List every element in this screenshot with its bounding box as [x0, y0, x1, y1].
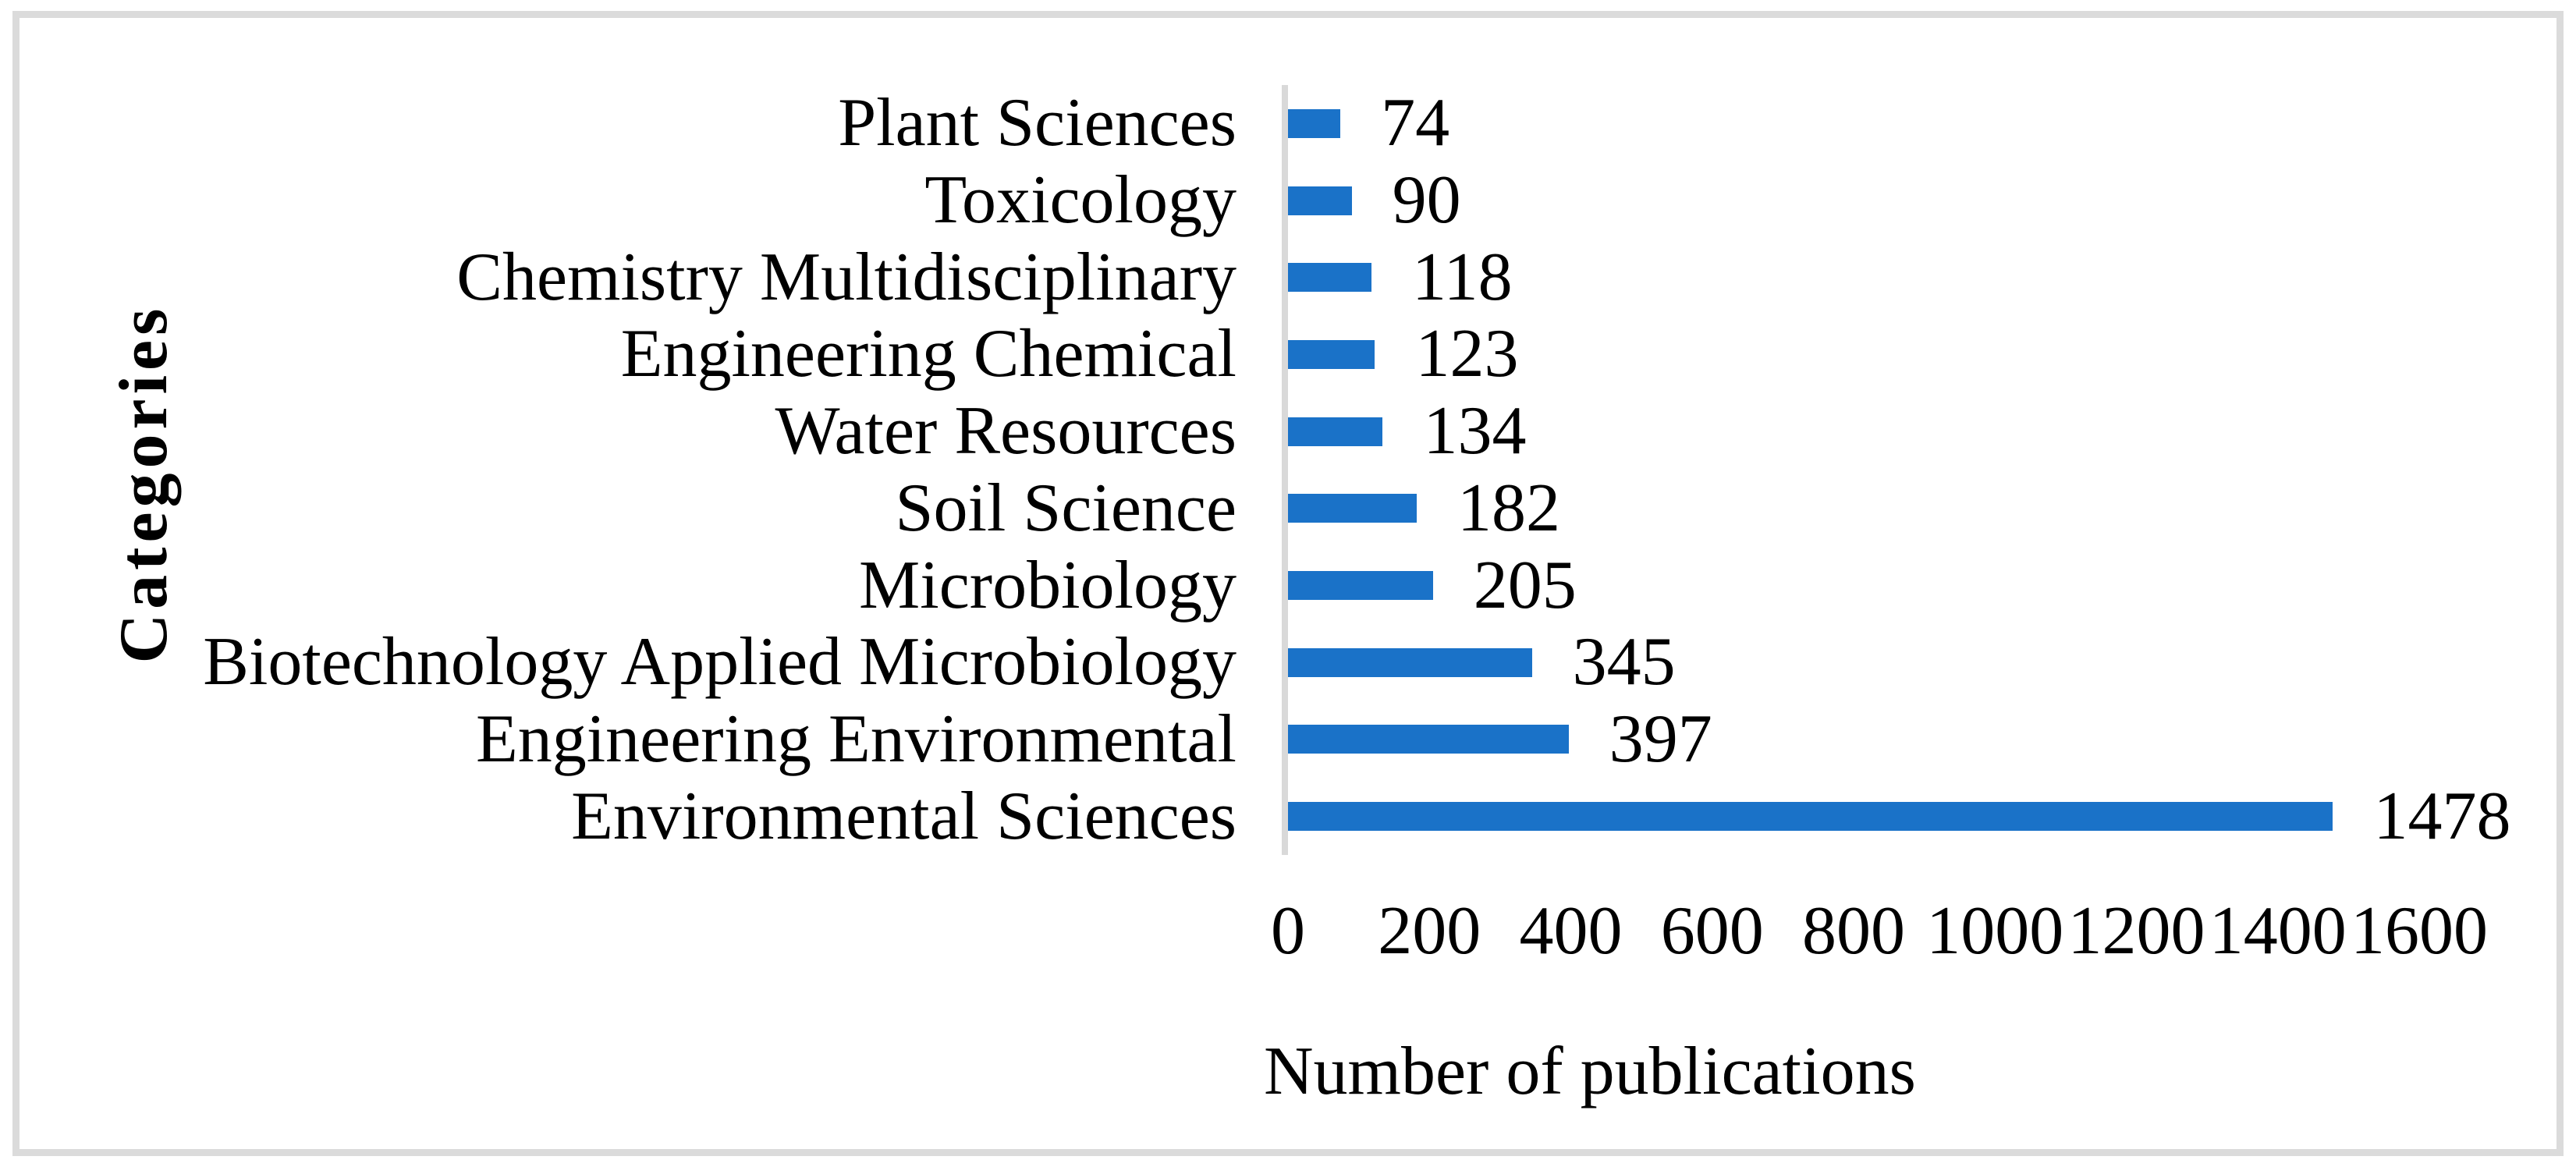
x-tick-label: 200: [1378, 893, 1481, 969]
x-axis-tick-labels: 0 200 400 600 800 1000 1200 1400 1600: [1271, 893, 2488, 983]
bar: [1288, 108, 1341, 138]
bar-row: 134: [1288, 393, 2419, 470]
bar-value-label: 118: [1411, 239, 1513, 315]
x-tick-label: 1400: [2209, 893, 2347, 969]
bar: [1288, 647, 1532, 677]
bar-row: 1478: [1288, 778, 2510, 855]
category-label: Engineering Environmental: [475, 701, 1237, 777]
category-label: Soil Science: [895, 470, 1237, 546]
x-axis-title: Number of publications: [1264, 1034, 1916, 1109]
bar-value-label: 1478: [2373, 778, 2511, 854]
bar-value-label: 345: [1572, 624, 1676, 701]
category-axis-labels: Plant Sciences Toxicology Chemistry Multid…: [31, 85, 1237, 855]
bar-row: 397: [1288, 701, 2419, 779]
x-tick-label: 1200: [2067, 893, 2205, 969]
x-tick-label: 1000: [1926, 893, 2064, 969]
y-axis-line: [1282, 85, 1288, 855]
bar: [1288, 263, 1371, 293]
figure-border: [12, 11, 2564, 1156]
category-label: Toxicology: [924, 162, 1237, 239]
x-tick-label: 800: [1802, 893, 1905, 969]
bar: [1288, 186, 1352, 215]
bar-value-label: 205: [1473, 547, 1577, 623]
plot-area: 74 90 118 123 134 182 205 345 397 1478: [1288, 85, 2510, 855]
x-tick-label: 0: [1271, 893, 1305, 969]
bar-row: 182: [1288, 470, 2419, 548]
bar-value-label: 182: [1457, 470, 1560, 546]
bar-value-label: 397: [1609, 701, 1712, 777]
x-tick-label: 400: [1519, 893, 1623, 969]
bar-row: 118: [1288, 239, 2419, 316]
bar: [1288, 802, 2333, 832]
bar-row: 345: [1288, 624, 2419, 701]
x-tick-label: 600: [1660, 893, 1764, 969]
bar-row: 205: [1288, 547, 2419, 624]
bar-row: 90: [1288, 162, 2419, 239]
bar: [1288, 725, 1569, 754]
bar: [1288, 417, 1383, 446]
category-label: Microbiology: [859, 547, 1237, 623]
category-label: Biotechnology Applied Microbiology: [203, 624, 1237, 701]
category-label: Chemistry Multidisciplinary: [456, 239, 1237, 315]
bar-value-label: 90: [1392, 162, 1461, 239]
bar: [1288, 494, 1417, 523]
x-tick-label: 1600: [2351, 893, 2488, 969]
bar-row: 123: [1288, 316, 2419, 393]
category-label: Engineering Chemical: [620, 316, 1237, 392]
bar-row: 74: [1288, 85, 2419, 162]
category-label: Water Resources: [775, 393, 1237, 470]
y-axis-title: Categories: [106, 303, 182, 664]
bar: [1288, 339, 1375, 369]
category-label: Plant Sciences: [838, 85, 1237, 161]
bar-value-label: 123: [1415, 316, 1519, 392]
bar-value-label: 134: [1423, 393, 1527, 470]
bar: [1288, 571, 1433, 601]
category-label: Environmental Sciences: [571, 778, 1237, 854]
bar-value-label: 74: [1381, 85, 1450, 161]
